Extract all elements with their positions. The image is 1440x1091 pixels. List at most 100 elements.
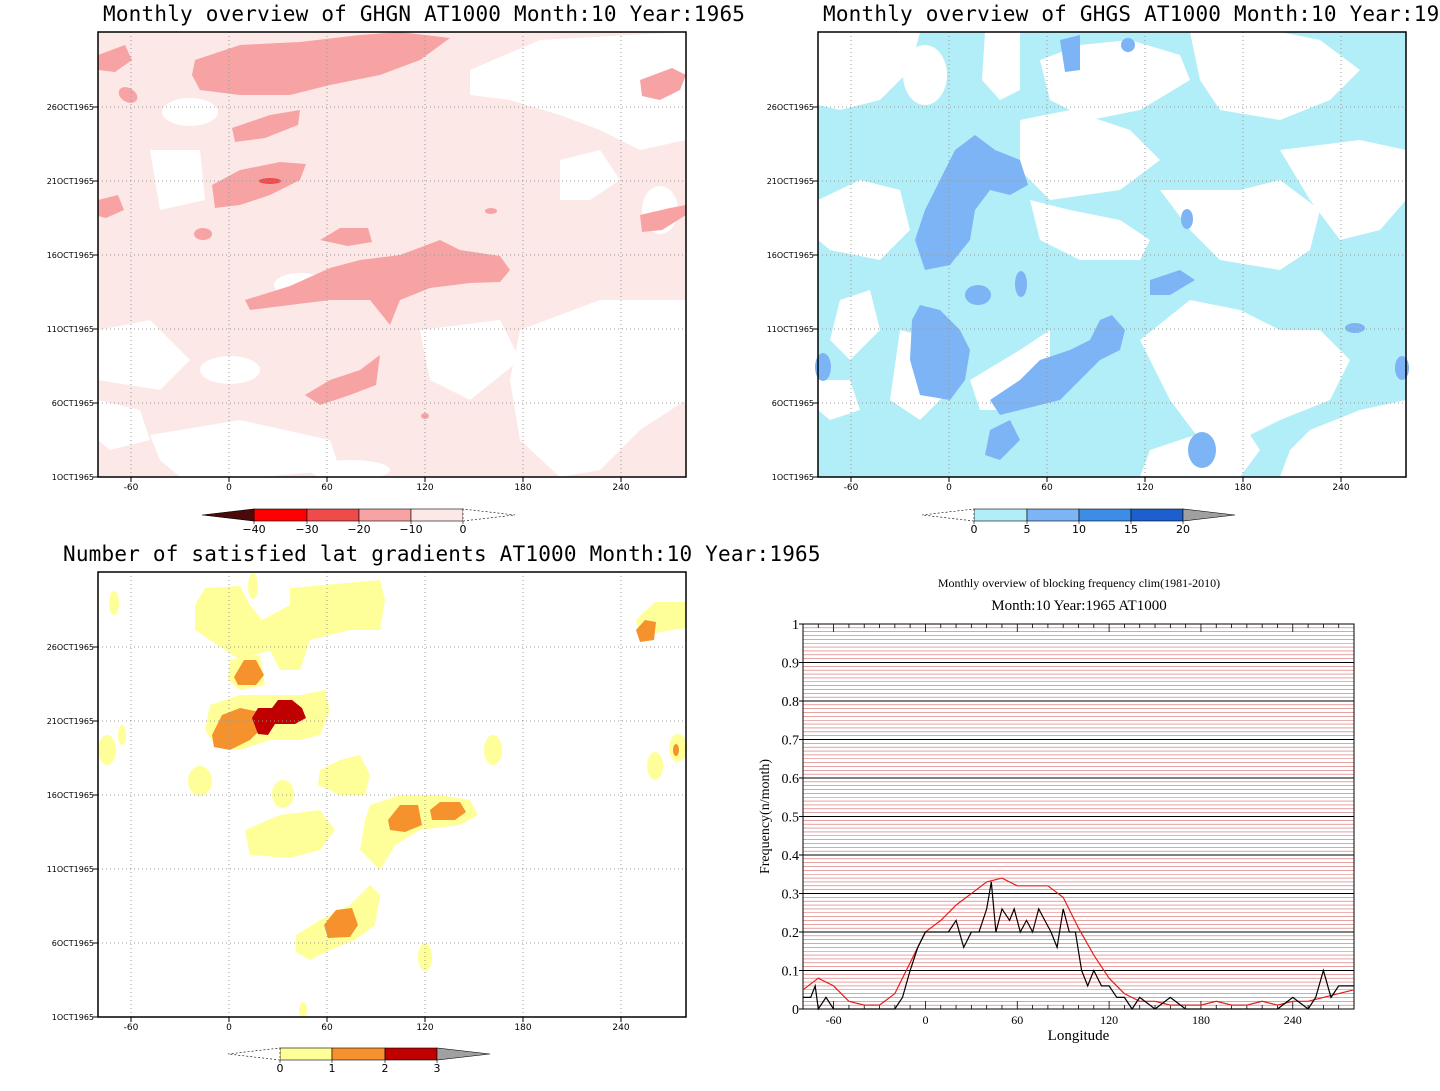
y-tick-label: 26OCT1965 [47, 643, 94, 652]
ghgn-map: -60 0 60 120 180 240 1OCT1965 6OCT1965 11OCT1965… [47, 31, 687, 536]
x-tick-label: 120 [416, 483, 433, 493]
colorbar-label: 1 [329, 1062, 336, 1075]
contour-area [470, 32, 686, 150]
series-line-1 [803, 881, 1354, 1011]
contour-area [318, 755, 370, 795]
y-tick-label: 21OCT1965 [47, 177, 94, 186]
contour-area [1140, 300, 1350, 440]
y-tick-label: 1OCT1965 [52, 1013, 94, 1022]
colorbar-label: 20 [1176, 523, 1190, 536]
contour-area [636, 620, 656, 642]
contour-area [1060, 35, 1080, 72]
contour-area [985, 420, 1020, 460]
contour-area [903, 45, 947, 105]
contour-area [830, 290, 880, 360]
colorbar-label: −10 [399, 523, 422, 536]
contour-area [818, 380, 860, 420]
contour-area [1280, 140, 1406, 240]
y-tick-label: 16OCT1965 [767, 251, 814, 260]
contour-area [1345, 323, 1365, 333]
colorbar-box [331, 1047, 386, 1061]
contour-area [252, 700, 306, 735]
contour-area [1020, 110, 1160, 200]
x-tick-label: 180 [1234, 483, 1251, 493]
contour-area [109, 591, 119, 615]
colorbar-label: −20 [347, 523, 370, 536]
colorbar-label: 0 [277, 1062, 284, 1075]
contour-area [1280, 400, 1406, 477]
contour-area [150, 150, 205, 210]
contour-area [98, 400, 150, 450]
x-tick-label: 60 [1011, 1013, 1023, 1027]
contour-area [1160, 180, 1320, 270]
contour-area [320, 228, 372, 246]
ghgs-title: Monthly overview of GHGS AT1000 Month:10… [823, 2, 1440, 26]
ghgs-map: -60 0 60 120 180 240 1OCT1965 6OCT1965 11OCT1965… [767, 31, 1409, 536]
contour-area [1121, 38, 1135, 52]
contour-area [212, 708, 265, 750]
ghgn-colorbar: −40 −30 −20 −10 0 [201, 508, 516, 536]
y-tick-label: 16OCT1965 [47, 251, 94, 260]
blocking-frequency-chart: 0 0.1 0.2 0.3 0.4 0.5 0.6 0.7 0.8 0.9 1 -60 0 60 120 18… [758, 618, 1355, 1044]
x-tick-label: 60 [321, 1023, 333, 1033]
colorbar-label: 5 [1024, 523, 1031, 536]
y-tick-label: 11OCT1965 [767, 325, 814, 334]
contour-area [248, 573, 258, 599]
x-tick-label: 240 [1284, 1013, 1302, 1027]
y-tick-label: 6OCT1965 [52, 399, 94, 408]
contour-area [915, 135, 1028, 270]
ghgn-panel: Monthly overview of GHGN AT1000 Month:10… [0, 0, 745, 545]
colorbar-arrow [462, 508, 516, 522]
contour-area [245, 240, 510, 325]
contour-area [640, 205, 686, 232]
contour-area [990, 315, 1125, 415]
contour-area [194, 228, 212, 240]
colorbar-box [1130, 508, 1184, 522]
contour-area [305, 355, 380, 405]
x-tick-label: 120 [1136, 483, 1153, 493]
contour-area [162, 98, 218, 126]
lat-colorbar: 0 1 2 3 [227, 1047, 491, 1075]
contour-area [118, 87, 138, 103]
contour-area [560, 150, 620, 200]
contour-area [234, 660, 264, 685]
contour-area [965, 285, 991, 305]
contour-area [647, 752, 663, 780]
series-line-0 [802, 877, 1355, 1006]
contour-area [118, 725, 126, 745]
contour-area [818, 180, 910, 260]
contour-area [1181, 209, 1193, 229]
contour-area [188, 766, 212, 796]
contour-area [324, 908, 358, 938]
x-tick-label: 0 [946, 483, 952, 493]
chart-title: Monthly overview of blocking frequency c… [937, 576, 1221, 590]
colorbar-arrow [436, 1047, 491, 1061]
y-tick-label: 0.4 [782, 849, 800, 864]
lat-gradients-title: Number of satisfied lat gradients AT1000… [63, 542, 821, 566]
x-tick-label: 120 [1100, 1013, 1118, 1027]
x-tick-label: 180 [1192, 1013, 1210, 1027]
contour-area [1188, 432, 1216, 468]
ghgs-panel: Monthly overview of GHGS AT1000 Month:10… [720, 0, 1440, 545]
x-tick-label: -60 [124, 483, 139, 493]
y-tick-label: 0.5 [782, 811, 800, 826]
y-tick-label: 1OCT1965 [52, 473, 94, 482]
y-tick-label: 11OCT1965 [47, 865, 94, 874]
colorbar-arrow [201, 508, 255, 522]
y-tick-label: 6OCT1965 [52, 939, 94, 948]
ghgs-colorbar: 0 5 10 15 20 [921, 508, 1236, 536]
x-tick-label: -60 [844, 483, 859, 493]
colorbar-label: −40 [242, 523, 265, 536]
y-tick-label: 21OCT1965 [767, 177, 814, 186]
y-tick-label: 0.3 [782, 888, 800, 903]
contour-area [192, 32, 450, 95]
colorbar-label: 10 [1072, 523, 1086, 536]
contour-area [1150, 270, 1195, 295]
y-tick-label: 0.8 [782, 695, 800, 710]
colorbar-box [1026, 508, 1080, 522]
y-tick-label: 16OCT1965 [47, 791, 94, 800]
y-tick-label: 26OCT1965 [767, 103, 814, 112]
y-tick-label: 6OCT1965 [772, 399, 814, 408]
contour-area [232, 110, 300, 142]
y-tick-label: 0.1 [782, 965, 800, 980]
